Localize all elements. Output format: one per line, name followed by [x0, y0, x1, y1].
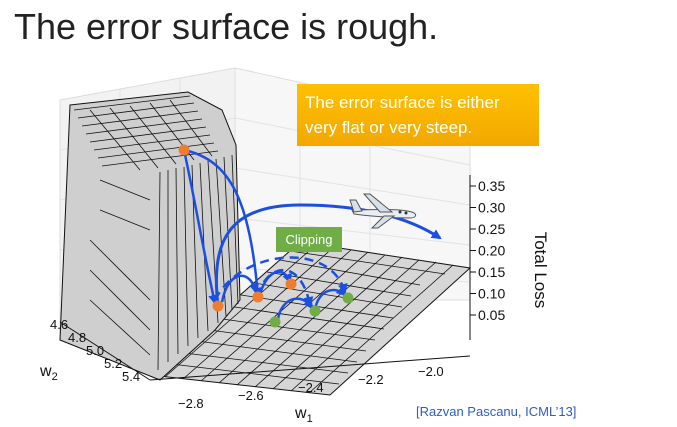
w2-axis-label: w2: [39, 363, 58, 383]
descent-arrow-1: [183, 148, 263, 298]
airplane-icon: [349, 193, 417, 229]
orange-point: [212, 300, 224, 312]
clipping-label: Clipping: [276, 227, 342, 252]
w2-axis-ticks: 4.64.85.05.25.4: [50, 317, 140, 384]
orange-point: [178, 144, 190, 156]
w1-axis-ticks: −2.8 −2.6 −2.4 −2.2 −2.0: [178, 364, 444, 411]
green-point: [269, 316, 281, 328]
descent-arrow-2: [182, 149, 219, 305]
orange-point: [285, 278, 297, 290]
green-point: [342, 292, 354, 304]
citation: [Razvan Pascanu, ICML’13]: [416, 404, 577, 419]
w1-tick-label: −2.6: [238, 388, 264, 403]
clipped-arrow-2: [256, 269, 314, 307]
z-tick-label: 0.35: [478, 178, 505, 194]
w2-tick-label: 5.0: [86, 343, 104, 358]
step-arrow-c: [276, 297, 314, 321]
w2-tick-label: 5.2: [104, 356, 122, 371]
w1-tick-label: −2.2: [358, 372, 384, 387]
z-axis-label: Total Loss: [531, 232, 550, 309]
w1-axis-label: w1: [294, 405, 313, 425]
w1-tick-label: −2.8: [178, 396, 204, 411]
step-arrow-a: [220, 274, 259, 303]
orange-point: [252, 291, 264, 303]
plot-axes: [59, 175, 471, 381]
w1-tick-label: −2.4: [298, 380, 324, 395]
slide-title: The error surface is rough.: [14, 6, 439, 47]
step-arrow-d: [313, 285, 347, 311]
w1-tick-label: −2.0: [418, 364, 444, 379]
steep-cliff-wall: [59, 91, 241, 381]
z-tick-label: 0.30: [478, 200, 505, 216]
exploding-step-arrow: [214, 203, 442, 306]
z-tick-label: 0.25: [478, 221, 505, 237]
green-point: [309, 305, 321, 317]
callout-box: The error surface is either very flat or…: [297, 84, 539, 146]
trajectory-points: [178, 144, 354, 328]
z-tick-label: 0.15: [478, 264, 505, 280]
trajectory-arrows: [182, 148, 442, 321]
w2-tick-label: 5.4: [122, 369, 140, 384]
z-tick-label: 0.05: [478, 307, 505, 323]
clipped-arrow-1: [213, 256, 348, 301]
z-tick-label: 0.20: [478, 243, 505, 259]
w2-tick-label: 4.8: [68, 330, 86, 345]
z-tick-label: 0.10: [478, 286, 505, 302]
z-axis-ticks: 0.35 0.30 0.25 0.20 0.15 0.10 0.05: [470, 178, 505, 323]
w2-tick-label: 4.6: [50, 317, 68, 332]
